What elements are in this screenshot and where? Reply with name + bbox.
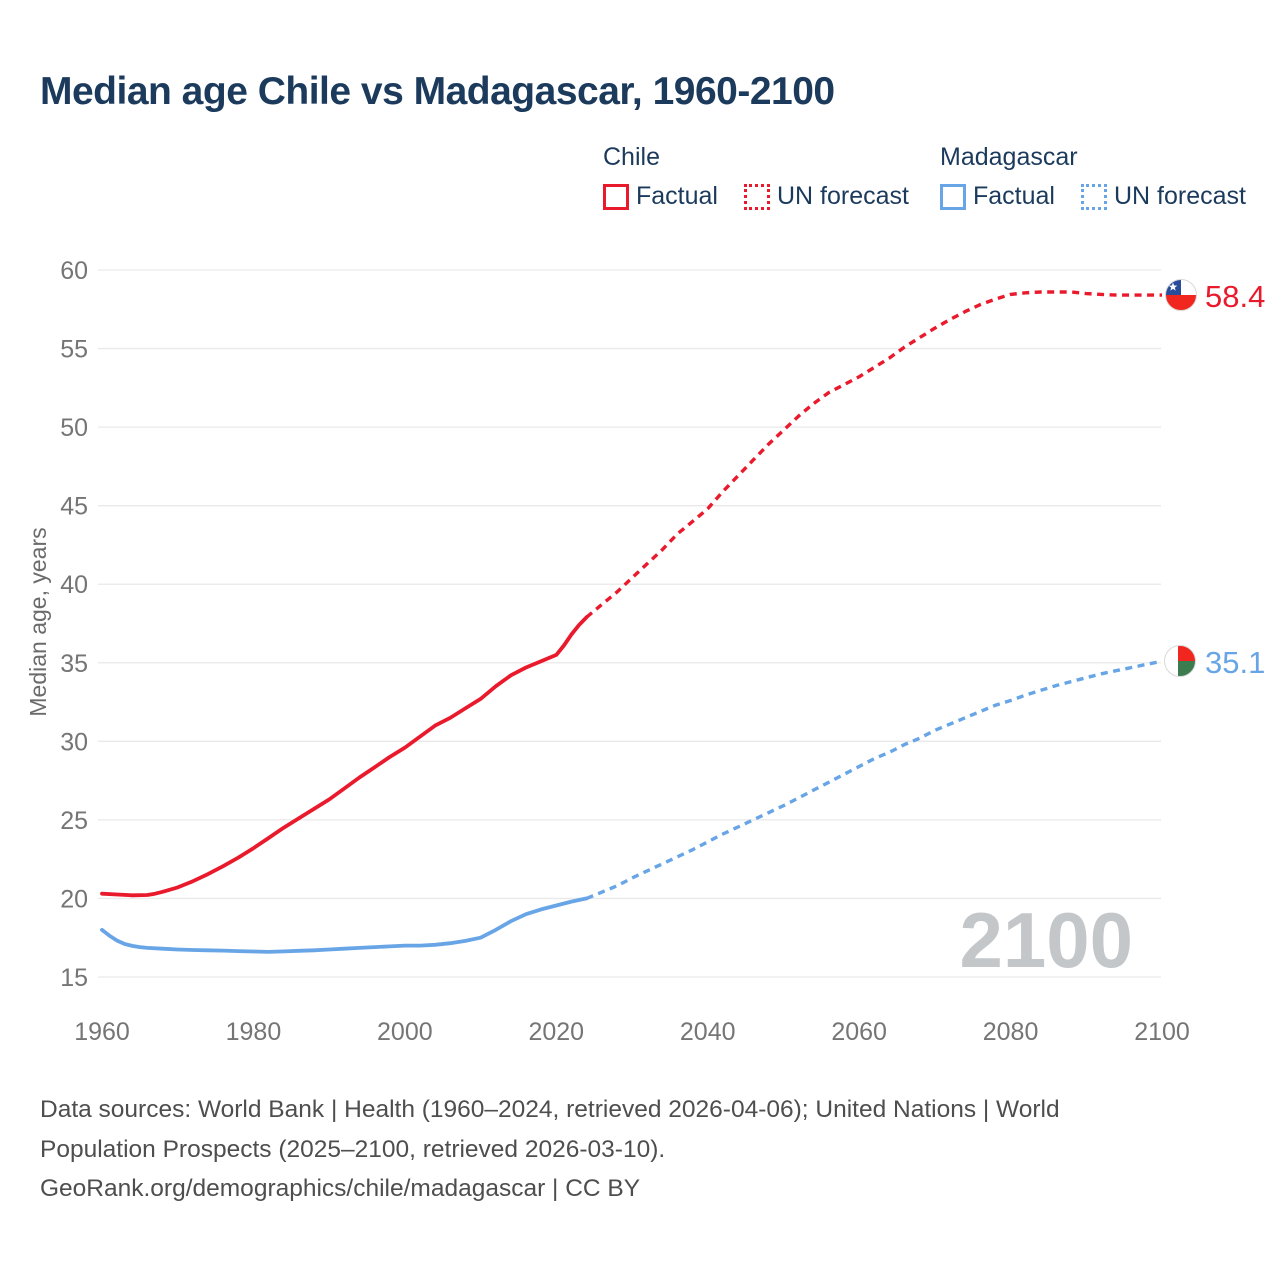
legend: Chile Factual UN forecast Madagascar Fac… — [0, 143, 1280, 223]
y-tick-60: 60 — [60, 257, 88, 285]
y-tick-55: 55 — [60, 336, 88, 364]
x-tick-2100: 2100 — [1134, 1018, 1190, 1046]
chile-factual-swatch-icon — [603, 183, 629, 210]
watermark-year: 2100 — [959, 896, 1133, 984]
legend-madagascar-row: Factual UN forecast — [940, 182, 1246, 211]
madagascar-flag-icon — [1164, 645, 1196, 677]
y-tick-35: 35 — [60, 650, 88, 678]
series-madagascar-un-forecast — [585, 659, 1163, 900]
footer-attribution: GeoRank.org/demographics/chile/madagasca… — [40, 1175, 641, 1202]
chile-end-value: 58.4 — [1205, 279, 1266, 314]
madagascar-forecast-swatch-icon — [1080, 183, 1107, 210]
legend-group-madagascar: Madagascar Factual UN forecast — [940, 143, 1246, 211]
chile-forecast-label: UN forecast — [776, 182, 909, 210]
y-axis-title: Median age, years — [25, 527, 51, 716]
madagascar-factual-label: Factual — [973, 182, 1055, 210]
x-tick-2040: 2040 — [680, 1018, 736, 1046]
x-tick-2060: 2060 — [831, 1018, 887, 1046]
chile-factual-label: Factual — [636, 182, 718, 210]
madagascar-factual-swatch-icon — [940, 183, 966, 210]
madagascar-end-value: 35.1 — [1205, 645, 1266, 680]
madagascar-forecast-label: UN forecast — [1113, 182, 1246, 210]
x-tick-1960: 1960 — [74, 1018, 130, 1046]
y-tick-40: 40 — [60, 571, 88, 599]
footer: Data sources: World Bank | Health (1960–… — [40, 1090, 1200, 1209]
x-tick-2080: 2080 — [983, 1018, 1039, 1046]
footer-sources-line1: Data sources: World Bank | Health (1960–… — [40, 1096, 1060, 1123]
series-madagascar-factual — [100, 896, 589, 954]
y-tick-15: 15 — [60, 964, 88, 992]
footer-sources-line2: Population Prospects (2025–2100, retriev… — [40, 1135, 666, 1163]
legend-chile-title: Chile — [603, 143, 660, 171]
y-tick-30: 30 — [60, 728, 88, 756]
legend-madagascar-title: Madagascar — [940, 143, 1078, 171]
y-tick-45: 45 — [60, 493, 88, 521]
x-tick-2020: 2020 — [528, 1018, 584, 1046]
chile-forecast-swatch-icon — [743, 183, 770, 210]
x-tick-2000: 2000 — [377, 1018, 433, 1046]
legend-group-chile: Chile Factual UN forecast — [603, 143, 909, 211]
legend-chile-row: Factual UN forecast — [603, 182, 909, 211]
y-tick-25: 25 — [60, 807, 88, 835]
x-tick-1980: 1980 — [226, 1018, 282, 1046]
y-tick-50: 50 — [60, 414, 88, 442]
chile-flag-icon — [1165, 279, 1197, 311]
y-tick-20: 20 — [60, 885, 88, 913]
page-title: Median age Chile vs Madagascar, 1960-210… — [40, 70, 835, 113]
series-chile-factual — [100, 615, 589, 898]
series-chile-un-forecast — [585, 290, 1162, 619]
